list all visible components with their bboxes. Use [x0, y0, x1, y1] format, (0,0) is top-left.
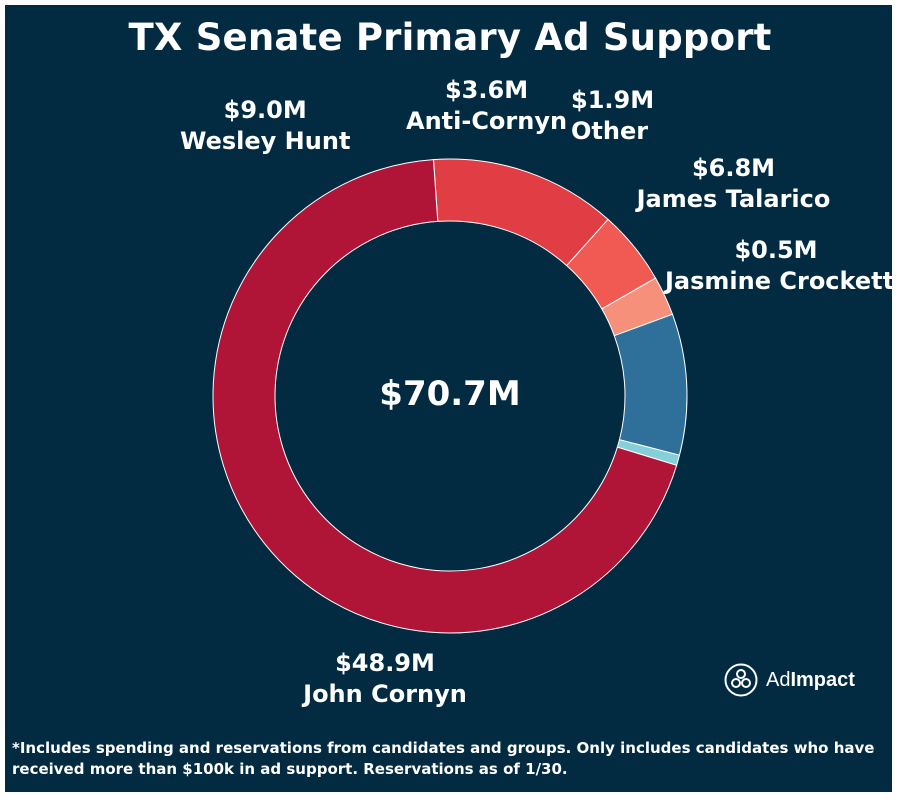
slice-value: $48.9M	[335, 649, 435, 677]
adimpact-logo-icon	[724, 663, 758, 697]
adimpact-logo: AdImpact	[724, 660, 855, 700]
slice-name: John Cornyn	[303, 680, 467, 708]
donut-slice-james-talarico	[613, 313, 688, 456]
chart-title: TX Senate Primary Ad Support	[128, 16, 772, 59]
slice-value: $1.9M	[571, 86, 655, 114]
slice-label-john-cornyn: $48.9M John Cornyn	[300, 648, 470, 710]
wordmark-regular: Ad	[766, 668, 791, 691]
adimpact-wordmark: AdImpact	[766, 669, 855, 692]
slice-name: James Talarico	[636, 185, 831, 213]
slice-name: Other	[571, 117, 649, 145]
slice-name: Anti-Cornyn	[406, 107, 568, 135]
footnote: *Includes spending and reservations from…	[12, 739, 875, 778]
slice-label-wesley-hunt: $9.0M Wesley Hunt	[180, 95, 350, 157]
slice-value: $3.6M	[444, 76, 529, 104]
slice-label-other: $1.9M Other	[571, 85, 654, 147]
slice-value: $0.5M	[734, 236, 818, 264]
slice-value: $9.0M	[223, 96, 307, 124]
donut-slice-john-cornyn	[212, 159, 678, 634]
slice-name: Jasmine Crockett	[665, 267, 895, 295]
slice-name: Wesley Hunt	[180, 127, 351, 155]
slice-label-james-talarico: $6.8M James Talarico	[636, 153, 831, 215]
total-label: $70.7M	[379, 374, 521, 414]
slice-label-jasmine-crockett: $0.5M Jasmine Crockett	[665, 235, 895, 297]
wordmark-bold: Impact	[790, 668, 855, 691]
slice-value: $6.8M	[691, 154, 776, 182]
slice-label-anti-cornyn: $3.6M Anti-Cornyn	[406, 75, 567, 137]
chart-panel	[5, 5, 892, 792]
